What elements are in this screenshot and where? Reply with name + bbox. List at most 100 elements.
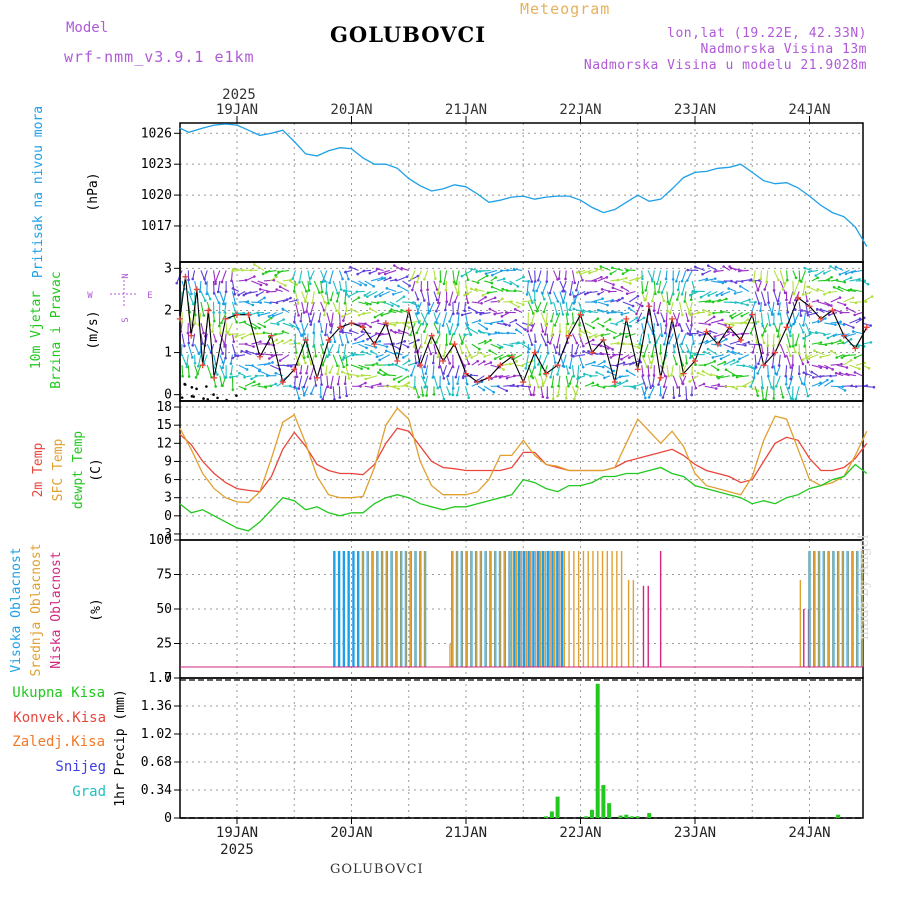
wind-arrowhead (466, 326, 470, 330)
wind-arrowhead (302, 385, 306, 389)
wind-arrow (553, 291, 559, 302)
wind-arrow (534, 270, 536, 282)
wind-arrowhead (291, 277, 295, 280)
wind-arrowhead (321, 363, 325, 367)
wind-arrow (839, 372, 850, 377)
wind-arrowhead (513, 289, 517, 292)
wind-arrow (622, 280, 631, 285)
wind-arrowhead (192, 302, 195, 306)
wind-arrowhead (606, 303, 609, 307)
wind-arrow (200, 291, 206, 301)
wind-arrowhead (610, 266, 614, 270)
wind-arrow (338, 270, 344, 280)
wind-arrowhead (259, 283, 263, 287)
wind-arrowhead (772, 387, 775, 391)
wind-arrowhead (369, 302, 372, 306)
wind-arrowhead (271, 361, 274, 364)
wind-arrow (652, 375, 655, 386)
wind-arrow (647, 270, 653, 280)
wind-arrowhead (345, 309, 348, 312)
compass-north: N (121, 273, 131, 278)
wind-arrowhead (819, 308, 823, 311)
wind-arrow (489, 308, 498, 314)
wind-arrowhead (686, 332, 689, 335)
wind-arrow (393, 375, 403, 380)
wind-arrowhead (366, 367, 370, 370)
wind-arrow (723, 322, 734, 326)
wind-arrowhead (431, 376, 435, 379)
wind-arrow (230, 365, 233, 375)
wind-arrowhead (647, 374, 651, 377)
wind-arrow (294, 375, 296, 388)
wind-arrowhead (736, 360, 740, 363)
wind-arrowhead (673, 345, 676, 348)
wind-arrowhead (435, 288, 439, 291)
wind-arrowhead (767, 301, 770, 304)
precip-bar (589, 809, 594, 818)
wind-arrowhead (453, 280, 456, 284)
wind-arrowhead (513, 307, 517, 311)
wind-arrow (321, 270, 328, 283)
wind-arrowhead (417, 395, 420, 399)
wind-arrowhead (721, 318, 724, 322)
wind-arrow (653, 280, 656, 294)
wind-speed-marker (382, 320, 389, 327)
wind-arrowhead (572, 374, 576, 378)
year-label-bottom: 2025 (220, 842, 254, 858)
wind-arrow (212, 323, 215, 332)
wind-speed-marker (634, 366, 641, 373)
wind-arrowhead (529, 329, 533, 332)
wind-arrowhead (853, 356, 857, 360)
wind-arrow (666, 291, 669, 302)
wind-arrow (298, 375, 303, 389)
wind-arrowhead (202, 314, 206, 317)
wind-arrowhead (463, 293, 466, 297)
wind-arrowhead (644, 289, 648, 292)
wind-arrow (435, 333, 441, 343)
wind-arrowhead (756, 389, 760, 393)
wind-arrowhead (691, 290, 695, 293)
wind-arrow (628, 343, 640, 349)
wind-arrowhead (342, 355, 346, 359)
wind-arrow (612, 287, 624, 293)
wind-arrowhead (397, 329, 401, 332)
wind-arrow (628, 277, 638, 282)
wind-arrow (369, 269, 378, 274)
wind-arrow (411, 270, 416, 279)
wind-arrowhead (304, 361, 307, 365)
wind-arrowhead (783, 291, 787, 295)
wind-arrow (759, 301, 762, 311)
wind-arrow (553, 270, 559, 280)
wind-arrowhead (328, 371, 332, 374)
wind-arrowhead (756, 372, 759, 375)
wind-ylabel-sub: Brzina i Pravac (49, 271, 64, 388)
wind-arrow (433, 291, 438, 301)
wind-arrowhead (647, 396, 651, 399)
wind-arrowhead (645, 365, 649, 369)
wind-arrow (300, 365, 303, 374)
wind-arrow (325, 365, 328, 375)
wind-arrowhead (781, 395, 785, 399)
pressure-frame (179, 122, 864, 263)
wind-arrow (313, 280, 320, 293)
wind-arrow (729, 361, 738, 366)
wind-arrowhead (799, 314, 803, 317)
wind-arrowhead (478, 347, 481, 351)
wind-arrow (367, 290, 378, 298)
temp-ylabel-2: dewpt Temp (71, 431, 86, 509)
wind-arrow (678, 365, 681, 377)
wind-arrow (367, 333, 378, 340)
precip-ytick-label: 1.7 (149, 671, 172, 686)
wind-arrowhead (255, 293, 259, 297)
wind-arrow (543, 301, 548, 313)
wind-arrow (310, 312, 315, 325)
wind-speed-marker (325, 336, 332, 343)
wind-arrowhead (436, 355, 440, 359)
wind-arrow (665, 270, 668, 279)
wind-arrow (355, 333, 365, 340)
wind-arrow (485, 269, 498, 275)
wind-arrowhead (530, 343, 534, 346)
wind-arrowhead (336, 350, 340, 354)
wind-arrowhead (541, 395, 545, 399)
wind-arrowhead (391, 304, 394, 308)
